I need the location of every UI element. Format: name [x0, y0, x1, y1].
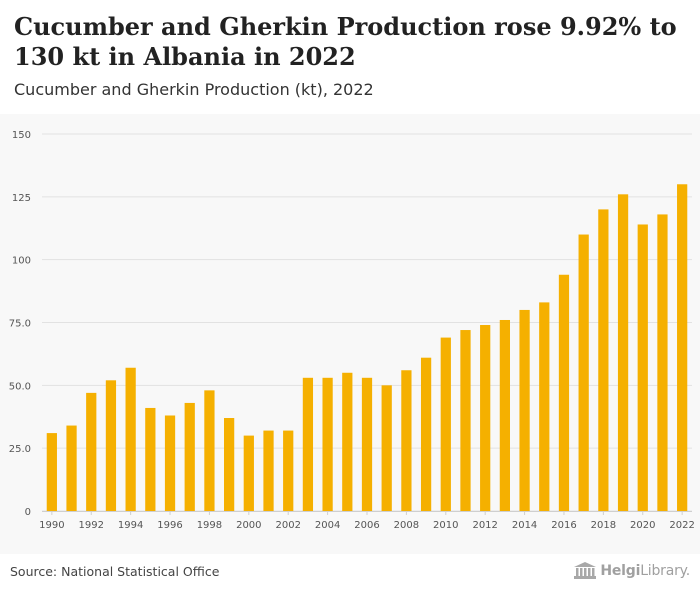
bar — [263, 430, 274, 511]
bar — [361, 377, 373, 511]
bar — [578, 234, 589, 511]
x-tick-label: 2012 — [472, 520, 497, 531]
brand-name-light: Library. — [640, 563, 690, 579]
x-tick-label: 1994 — [118, 520, 143, 531]
bar — [184, 402, 195, 511]
bar-chart: 0 25.0 50.0 75.0 100 125 150 1990 1992 1994 1996 19… — [9, 130, 695, 531]
bar — [539, 302, 550, 511]
bar — [460, 330, 471, 511]
bar — [637, 224, 648, 511]
x-tick-label: 2020 — [630, 520, 655, 531]
bar — [558, 274, 570, 511]
y-tick-label: 50.0 — [9, 381, 31, 392]
y-tick-label: 100 — [12, 256, 31, 267]
x-tick-label: 1996 — [157, 520, 182, 531]
bar — [204, 390, 215, 511]
bar — [105, 380, 117, 511]
y-tick-label: 150 — [12, 130, 31, 141]
library-icon — [574, 562, 597, 579]
bar — [420, 357, 432, 511]
x-tick-label: 2006 — [354, 520, 379, 531]
bar — [617, 194, 629, 511]
x-tick-label: 2014 — [512, 520, 537, 531]
bar — [381, 385, 392, 511]
footer: Source: National Statistical Office Helg… — [0, 554, 700, 596]
y-tick-label: 125 — [12, 193, 31, 204]
x-tick-label: 2002 — [275, 520, 300, 531]
bar — [283, 430, 294, 511]
y-tick-label: 0 — [25, 507, 31, 518]
bar — [145, 407, 156, 511]
bar — [519, 309, 530, 511]
bar — [440, 337, 451, 511]
y-tick-label: 25.0 — [9, 444, 31, 455]
header: Cucumber and Gherkin Production rose 9.9… — [0, 0, 700, 114]
bar — [164, 415, 176, 511]
bar — [342, 372, 353, 511]
x-tick-label: 2022 — [669, 520, 694, 531]
bar — [86, 392, 97, 511]
bar — [224, 418, 235, 511]
y-tick-label: 75.0 — [9, 319, 31, 330]
bar — [243, 435, 254, 511]
chart-title: Cucumber and Gherkin Production rose 9.9… — [14, 12, 677, 71]
brand-logo[interactable]: HelgiLibrary. — [573, 562, 690, 580]
x-tick-label: 2016 — [551, 520, 576, 531]
brand-name: HelgiLibrary. — [600, 563, 690, 579]
bar — [401, 370, 412, 511]
x-tick-label: 2010 — [433, 520, 458, 531]
brand-name-bold: Helgi — [600, 563, 641, 579]
x-tick-label: 1990 — [39, 520, 64, 531]
x-tick-label: 2018 — [591, 520, 616, 531]
chart-subtitle: Cucumber and Gherkin Production (kt), 20… — [14, 80, 374, 99]
bar — [125, 367, 136, 511]
bar — [657, 214, 668, 511]
bar — [46, 433, 57, 511]
bar — [598, 209, 609, 511]
x-tick-label: 2008 — [394, 520, 419, 531]
source-note: Source: National Statistical Office — [10, 564, 220, 579]
x-tick-label: 1998 — [197, 520, 222, 531]
x-tick-label: 2004 — [315, 520, 340, 531]
bar — [66, 425, 77, 511]
bar — [302, 377, 314, 511]
x-tick-label: 2000 — [236, 520, 261, 531]
bar — [322, 377, 333, 511]
bar — [480, 325, 491, 511]
chart-area: 0 25.0 50.0 75.0 100 125 150 1990 1992 1994 1996 19… — [0, 114, 700, 554]
bar — [499, 319, 510, 511]
x-tick-label: 1992 — [79, 520, 104, 531]
bar — [677, 184, 688, 511]
